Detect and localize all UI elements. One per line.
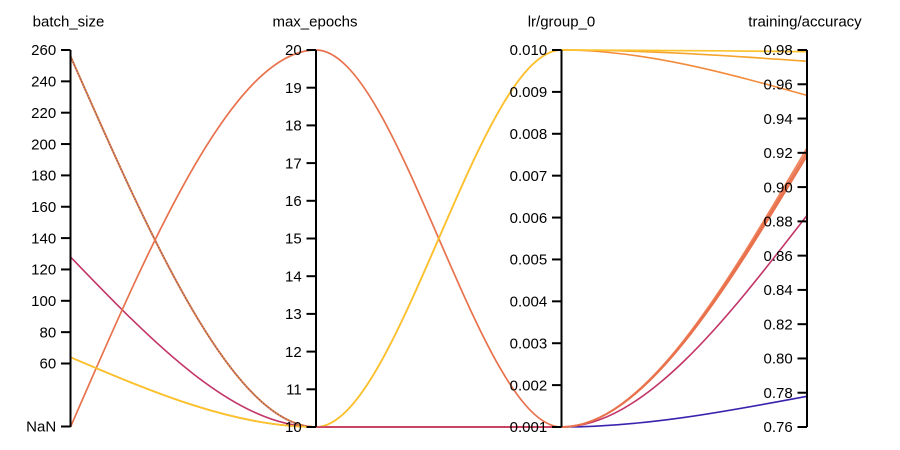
svg-text:0.88: 0.88 bbox=[763, 214, 792, 231]
svg-text:0.007: 0.007 bbox=[510, 168, 548, 185]
svg-text:0.010: 0.010 bbox=[510, 42, 548, 59]
svg-text:10: 10 bbox=[285, 419, 302, 436]
svg-text:0.004: 0.004 bbox=[510, 294, 548, 311]
svg-text:training/accuracy: training/accuracy bbox=[748, 14, 862, 31]
svg-text:0.86: 0.86 bbox=[763, 248, 792, 265]
svg-text:140: 140 bbox=[31, 230, 56, 247]
svg-text:16: 16 bbox=[285, 193, 302, 210]
svg-text:17: 17 bbox=[285, 155, 302, 172]
svg-text:0.84: 0.84 bbox=[763, 282, 792, 299]
svg-text:0.006: 0.006 bbox=[510, 210, 548, 227]
svg-text:0.92: 0.92 bbox=[763, 145, 792, 162]
svg-text:240: 240 bbox=[31, 74, 56, 91]
svg-text:0.005: 0.005 bbox=[510, 252, 548, 269]
svg-text:0.003: 0.003 bbox=[510, 335, 548, 352]
svg-text:100: 100 bbox=[31, 293, 56, 310]
svg-text:batch_size: batch_size bbox=[33, 14, 105, 31]
svg-text:160: 160 bbox=[31, 199, 56, 216]
svg-text:20: 20 bbox=[285, 42, 302, 59]
svg-text:0.76: 0.76 bbox=[763, 419, 792, 436]
svg-text:lr/group_0: lr/group_0 bbox=[528, 14, 596, 31]
svg-text:0.96: 0.96 bbox=[763, 76, 792, 93]
svg-text:0.98: 0.98 bbox=[763, 42, 792, 59]
svg-text:120: 120 bbox=[31, 262, 56, 279]
svg-text:0.008: 0.008 bbox=[510, 126, 548, 143]
svg-text:0.002: 0.002 bbox=[510, 377, 548, 394]
svg-text:12: 12 bbox=[285, 344, 302, 361]
svg-text:max_epochs: max_epochs bbox=[272, 14, 357, 31]
svg-text:80: 80 bbox=[40, 324, 57, 341]
svg-text:11: 11 bbox=[286, 382, 302, 399]
svg-text:0.94: 0.94 bbox=[763, 111, 792, 128]
svg-text:18: 18 bbox=[285, 118, 302, 135]
svg-text:0.78: 0.78 bbox=[763, 385, 792, 402]
svg-text:220: 220 bbox=[31, 105, 56, 122]
svg-text:60: 60 bbox=[40, 356, 57, 373]
svg-text:0.80: 0.80 bbox=[763, 351, 792, 368]
svg-text:14: 14 bbox=[285, 268, 302, 285]
svg-text:NaN: NaN bbox=[26, 419, 56, 436]
svg-text:0.90: 0.90 bbox=[763, 179, 792, 196]
svg-text:0.001: 0.001 bbox=[510, 419, 548, 436]
svg-text:0.82: 0.82 bbox=[763, 316, 792, 333]
svg-text:15: 15 bbox=[285, 231, 302, 248]
svg-text:13: 13 bbox=[285, 306, 302, 323]
svg-text:200: 200 bbox=[31, 136, 56, 153]
svg-text:180: 180 bbox=[31, 168, 56, 185]
svg-text:260: 260 bbox=[31, 42, 56, 59]
svg-text:0.009: 0.009 bbox=[510, 84, 548, 101]
svg-text:19: 19 bbox=[285, 80, 302, 97]
